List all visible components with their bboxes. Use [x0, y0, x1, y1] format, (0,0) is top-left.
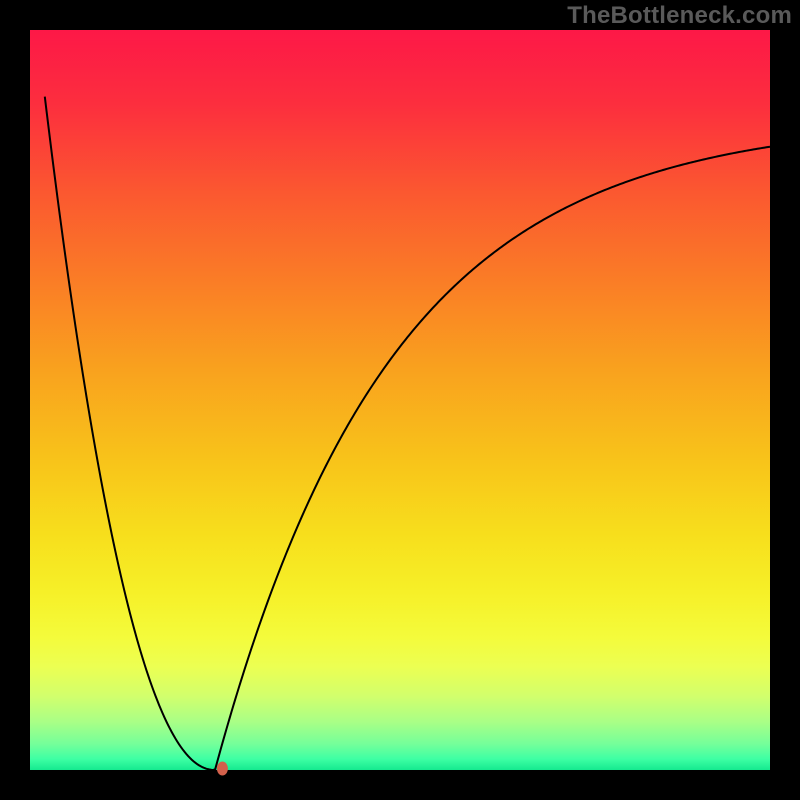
plot-background-gradient — [30, 30, 770, 770]
bottleneck-chart — [0, 0, 800, 800]
watermark-text: TheBottleneck.com — [567, 2, 792, 30]
stage: TheBottleneck.com — [0, 0, 800, 800]
optimum-marker — [217, 762, 228, 776]
